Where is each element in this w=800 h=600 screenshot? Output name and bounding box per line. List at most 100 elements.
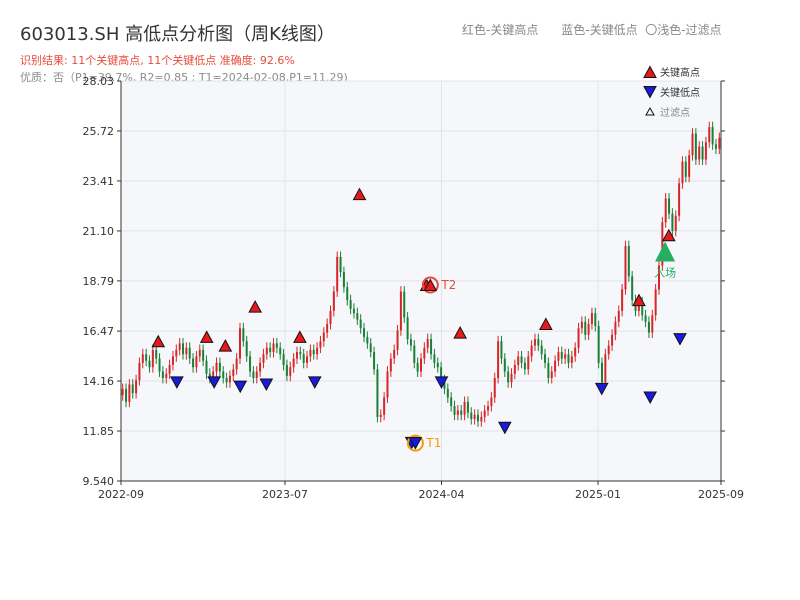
candle-body (272, 343, 275, 353)
candle-body (299, 352, 302, 355)
legend-high-icon (643, 65, 657, 78)
y-tick-label: 23.41 (83, 175, 115, 188)
candle-body (601, 362, 604, 383)
candle-body (473, 414, 476, 420)
candle-body (275, 343, 278, 348)
candle-body (215, 362, 218, 372)
candle-body (332, 291, 335, 311)
candle-body (322, 332, 325, 342)
candle-body (487, 406, 490, 411)
candle-body (567, 354, 570, 363)
candle-body (668, 198, 671, 214)
y-tick-label: 11.85 (83, 425, 115, 438)
candle-body (590, 313, 593, 324)
candle-body (510, 373, 513, 383)
result-summary: 识别结果: 11个关键高点, 11个关键低点 准确度: 92.6% (20, 54, 295, 67)
candle-body (366, 336, 369, 344)
key-high-marker (151, 334, 166, 348)
candle-body (242, 328, 245, 342)
candle-body (255, 371, 258, 379)
candle-body (611, 334, 614, 346)
candle-body (698, 146, 701, 160)
candle-body (691, 133, 694, 156)
candle-body (547, 362, 550, 379)
candle-body (456, 410, 459, 415)
candle-body (289, 367, 292, 376)
key-low-marker (643, 391, 658, 405)
candle-body (249, 356, 252, 372)
candle-body (208, 373, 211, 379)
key-high-marker (352, 187, 367, 201)
candle-body (520, 356, 523, 363)
candle-body (443, 380, 446, 389)
entry-marker (655, 241, 676, 262)
chart-title: 603013.SH 高低点分析图（周K线图） (20, 24, 335, 45)
candle-body (148, 360, 151, 368)
key-high-marker (248, 300, 263, 313)
candle-body (664, 198, 667, 223)
candle-body (285, 365, 288, 376)
candle-body (339, 256, 342, 273)
y-tick-label: 9.540 (83, 475, 115, 488)
x-tick-label: 2023-07 (262, 488, 308, 501)
candle-body (393, 349, 396, 359)
candle-body (151, 349, 154, 368)
candle-body (238, 328, 241, 359)
candle-body (450, 397, 453, 407)
candle-body (252, 371, 255, 379)
candle-body (416, 362, 419, 372)
candle-body (121, 388, 124, 396)
candle-body (497, 341, 500, 379)
key-high-marker (199, 330, 214, 343)
candle-body (517, 356, 520, 366)
candle-body (557, 352, 560, 361)
candle-body (523, 362, 526, 370)
candle-body (399, 291, 402, 331)
candle-body (483, 410, 486, 417)
candle-body (165, 373, 168, 379)
candle-body (463, 401, 466, 415)
candle-body (389, 358, 392, 372)
candle-body (480, 416, 483, 422)
candle-body (373, 352, 376, 370)
y-tick-label: 25.72 (83, 125, 115, 138)
candle-body (403, 291, 406, 318)
candle-body (262, 354, 265, 363)
x-tick-label: 2022-09 (98, 488, 144, 501)
y-tick-label: 16.47 (83, 325, 115, 338)
color-key-light: 〇浅色-过滤点 (645, 23, 722, 37)
candle-body (661, 222, 664, 266)
y-tick-label: 18.79 (83, 275, 115, 288)
candle-body (597, 326, 600, 363)
candle-body (554, 360, 557, 372)
candle-body (171, 356, 174, 366)
candle-body (574, 347, 577, 357)
candle-body (319, 341, 322, 348)
key-high-marker (293, 330, 307, 343)
candle-body (232, 369, 235, 376)
candle-body (192, 358, 195, 368)
candle-body (269, 347, 272, 353)
candle-body (440, 367, 443, 381)
candle-body (205, 360, 208, 374)
candle-body (631, 276, 634, 301)
candle-body (158, 358, 161, 372)
candle-body (657, 265, 660, 290)
candle-body (708, 127, 711, 143)
key-low-marker (673, 333, 687, 346)
t1-label: T1 (425, 436, 441, 450)
candle-body (419, 358, 423, 372)
candle-body (282, 354, 285, 366)
candle-body (714, 144, 717, 149)
candle-body (637, 302, 640, 311)
candle-body (302, 354, 305, 363)
candle-body (369, 343, 372, 353)
candle-body (346, 287, 349, 301)
candle-body (513, 365, 516, 374)
key-low-marker (233, 380, 248, 394)
candle-body (607, 345, 610, 355)
candle-body (138, 362, 141, 381)
candle-body (329, 310, 332, 324)
candle-body (259, 362, 262, 372)
key-low-marker (594, 382, 609, 396)
